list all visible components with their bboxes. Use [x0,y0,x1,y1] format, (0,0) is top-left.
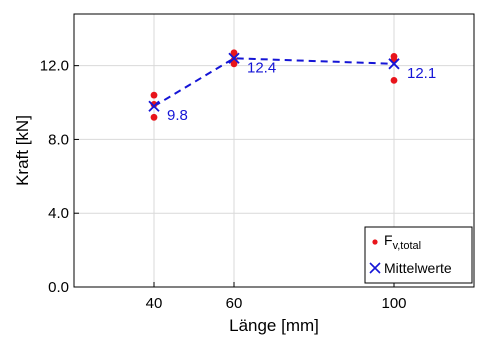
legend-label-forces: Fv,total [384,232,421,252]
mean-marker [148,100,160,112]
force-point [150,91,158,99]
force-point [230,60,238,68]
legend-dot-marker [372,239,378,245]
legend-label-forces-main: F [384,232,393,248]
legend-label-mean: Mittelwerte [384,260,452,276]
y-tick-label: 4.0 [48,205,69,222]
ticks-layer: 40 60 100 0.0 4.0 8.0 12.0 [40,58,407,312]
legend: Fv,total Mittelwerte [364,226,473,284]
mean-layer [148,52,400,112]
mean-marker [228,52,240,64]
y-tick-label: 8.0 [48,131,69,148]
legend-label-forces-sub: v,total [393,240,422,252]
legend-box [364,226,473,284]
y-tick-label: 12.0 [40,58,69,75]
legend-x-marker [369,262,381,274]
force-point [150,113,158,121]
y-axis-label: Kraft [kN] [13,115,32,186]
x-tick-label: 60 [226,295,243,312]
x-tick-label: 100 [381,295,406,312]
y-tick-label: 0.0 [48,279,69,296]
x-axis-label: Länge [mm] [229,316,319,335]
plot-frame [73,13,475,288]
mean-value-label: 9.8 [167,107,188,124]
mean-value-label: 12.4 [247,59,276,76]
force-point [150,100,158,108]
x-tick-label: 40 [146,295,163,312]
labels-layer: 9.8 12.4 12.1 [167,59,436,124]
mean-marker [388,58,400,70]
mean-value-label: 12.1 [407,65,436,82]
force-point [390,77,398,84]
